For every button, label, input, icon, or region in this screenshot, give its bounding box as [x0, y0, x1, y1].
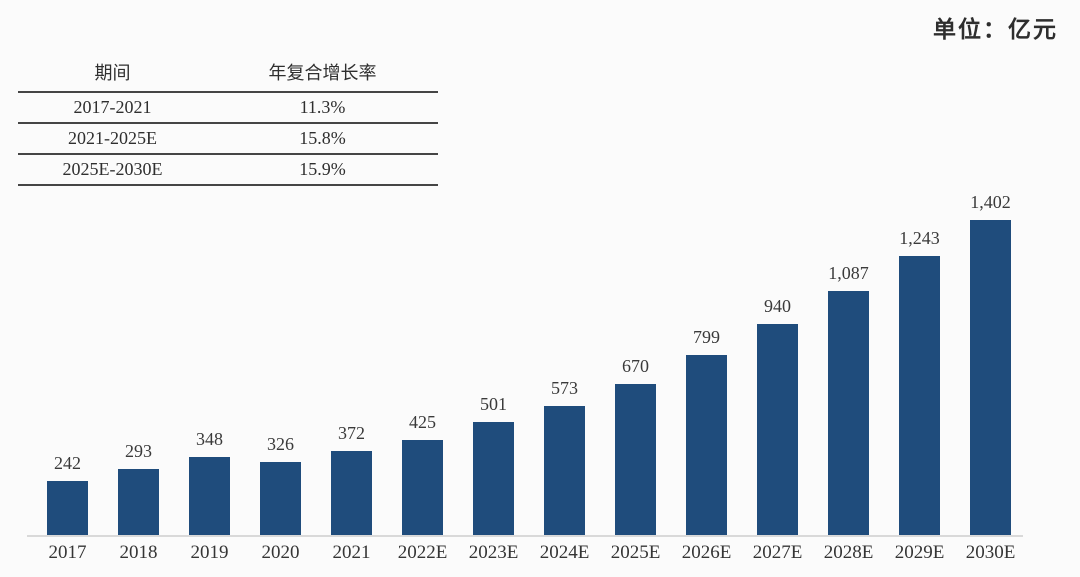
bar: [47, 481, 88, 535]
bar-group-2028E: 1,087: [813, 185, 884, 535]
bar: [118, 469, 159, 535]
bar-group-2029E: 1,243: [884, 185, 955, 535]
bar-group-2017: 242: [32, 185, 103, 535]
x-tick-2026E: 2026E: [681, 542, 732, 563]
bar: [544, 406, 585, 535]
cagr-value-cell: 15.8%: [207, 123, 438, 155]
bar: [331, 451, 372, 535]
x-tick-2027E: 2027E: [752, 542, 803, 563]
x-tick-2021: 2021: [332, 542, 371, 563]
bars-area: 242 293 348 326 372 425 501 573 670 799 940 1,087 1,…: [32, 185, 1026, 535]
bar: [402, 440, 443, 535]
cagr-table-header-cagr: 年复合增长率: [207, 56, 438, 93]
bar: [899, 256, 940, 535]
bar-value-label: 242: [54, 453, 81, 473]
bar-group-2019: 348: [174, 185, 245, 535]
x-tick-2030E: 2030E: [965, 542, 1016, 563]
bar: [615, 384, 656, 535]
bar: [189, 457, 230, 535]
x-tick-2020: 2020: [261, 542, 300, 563]
x-axis-tick-labels: 2017 2018 2019 2020 2021 2022E 2023E 2024E 2025E…: [32, 542, 1026, 564]
bar-value-label: 670: [622, 356, 649, 376]
cagr-value-cell: 15.9%: [207, 154, 438, 186]
bar-group-2021: 372: [316, 185, 387, 535]
bar-group-2026E: 799: [671, 185, 742, 535]
bar-group-2030E: 1,402: [955, 185, 1026, 535]
cagr-period-cell: 2025E-2030E: [18, 154, 207, 186]
unit-label: 单位：亿元: [933, 17, 1058, 42]
x-tick-2018: 2018: [119, 542, 158, 563]
cagr-table-header-row: 期间 年复合增长率: [18, 56, 438, 93]
bar: [757, 324, 798, 535]
bar-group-2022E: 425: [387, 185, 458, 535]
cagr-period-cell: 2021-2025E: [18, 123, 207, 155]
bar-group-2018: 293: [103, 185, 174, 535]
x-tick-2029E: 2029E: [894, 542, 945, 563]
bar: [260, 462, 301, 535]
bar-value-label: 293: [125, 441, 152, 461]
x-tick-2022E: 2022E: [397, 542, 448, 563]
cagr-table: 期间 年复合增长率 2017-2021 11.3% 2021-2025E 15.8% 2…: [18, 56, 438, 186]
cagr-table-row: 2021-2025E 15.8%: [18, 123, 438, 155]
cagr-value-cell: 11.3%: [207, 92, 438, 124]
x-tick-2023E: 2023E: [468, 542, 519, 563]
cagr-table-row: 2017-2021 11.3%: [18, 92, 438, 124]
bar-group-2020: 326: [245, 185, 316, 535]
x-tick-2019: 2019: [190, 542, 229, 563]
x-tick-2017: 2017: [48, 542, 87, 563]
bar: [828, 291, 869, 535]
x-tick-2028E: 2028E: [823, 542, 874, 563]
cagr-period-cell: 2017-2021: [18, 92, 207, 124]
bar-value-label: 348: [196, 429, 223, 449]
bar-value-label: 425: [409, 412, 436, 432]
bar-group-2024E: 573: [529, 185, 600, 535]
cagr-table-header-period: 期间: [18, 56, 207, 93]
bar-value-label: 501: [480, 394, 507, 414]
cagr-table-row: 2025E-2030E 15.9%: [18, 154, 438, 186]
bar-value-label: 326: [267, 434, 294, 454]
bar: [473, 422, 514, 535]
bar-group-2027E: 940: [742, 185, 813, 535]
bar-value-label: 1,402: [970, 192, 1011, 212]
bar-group-2025E: 670: [600, 185, 671, 535]
x-tick-2025E: 2025E: [610, 542, 661, 563]
x-tick-2024E: 2024E: [539, 542, 590, 563]
bar-value-label: 940: [764, 296, 791, 316]
bar: [970, 220, 1011, 535]
bar-value-label: 573: [551, 378, 578, 398]
bar-group-2023E: 501: [458, 185, 529, 535]
bar-value-label: 799: [693, 327, 720, 347]
bar-value-label: 1,087: [828, 263, 869, 283]
bar-value-label: 372: [338, 423, 365, 443]
x-axis-line: [27, 535, 1023, 537]
bar-value-label: 1,243: [899, 228, 940, 248]
bar: [686, 355, 727, 535]
